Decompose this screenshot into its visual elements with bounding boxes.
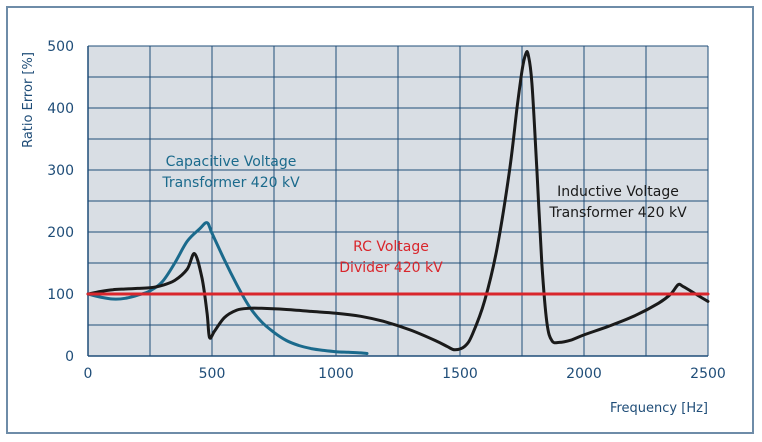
y-tick-label: 500	[47, 39, 74, 55]
annotation-ivt-label: Transformer 420 kV	[548, 205, 687, 221]
x-tick-label: 2000	[566, 366, 602, 382]
annotation-rc-label: RC Voltage	[353, 239, 429, 255]
annotation-cvt-label: Transformer 420 kV	[161, 175, 300, 191]
series-line-ivt	[86, 50, 710, 352]
x-tick-label: 0	[84, 366, 93, 382]
annotation-cvt-label: Capacitive Voltage	[166, 154, 297, 170]
y-tick-label: 100	[47, 287, 74, 303]
y-tick-label: 0	[65, 349, 74, 365]
x-tick-label: 1000	[318, 366, 354, 382]
x-tick-label: 1500	[442, 366, 478, 382]
y-tick-label: 300	[47, 163, 74, 179]
x-tick-label: 2500	[690, 366, 726, 382]
y-tick-label: 400	[47, 101, 74, 117]
x-axis-title: Frequency [Hz]	[610, 401, 708, 416]
annotation-rc-label: Divider 420 kV	[339, 260, 443, 276]
annotation-ivt-label: Inductive Voltage	[557, 184, 679, 200]
x-tick-label: 500	[199, 366, 226, 382]
y-tick-label: 200	[47, 225, 74, 241]
y-axis-title: Ratio Error [%]	[21, 52, 36, 148]
